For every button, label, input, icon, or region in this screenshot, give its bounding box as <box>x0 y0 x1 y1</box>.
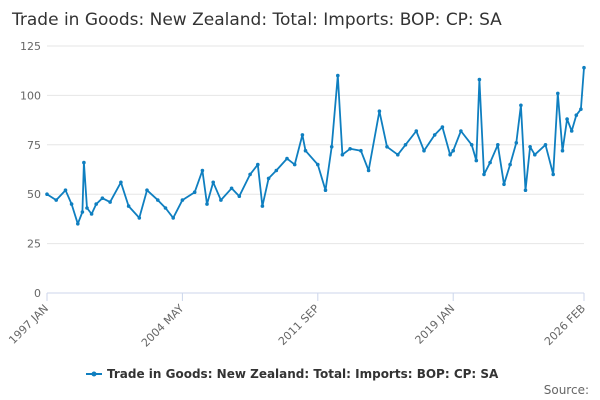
data-point[interactable] <box>432 133 437 137</box>
data-point[interactable] <box>171 216 175 220</box>
y-tick-label: 100 <box>20 89 41 102</box>
data-point[interactable] <box>523 188 528 192</box>
data-point[interactable] <box>54 198 58 202</box>
y-tick-label: 50 <box>27 188 41 201</box>
legend-marker-icon <box>91 371 97 377</box>
data-point[interactable] <box>348 147 352 151</box>
chart-title: Trade in Goods: New Zealand: Total: Impo… <box>11 10 502 30</box>
data-point[interactable] <box>163 206 168 210</box>
data-point[interactable] <box>137 216 142 220</box>
data-point[interactable] <box>303 148 308 153</box>
data-point[interactable] <box>63 188 68 192</box>
source-label[interactable]: Source: <box>544 383 589 397</box>
series-line[interactable] <box>46 67 585 225</box>
legend-label: Trade in Goods: New Zealand: Total: Impo… <box>107 367 499 381</box>
data-point[interactable] <box>533 152 537 157</box>
data-point[interactable] <box>556 91 560 96</box>
data-point[interactable] <box>85 206 89 210</box>
data-point[interactable] <box>502 182 506 187</box>
data-point[interactable] <box>69 202 74 206</box>
data-point[interactable] <box>551 172 555 177</box>
data-point[interactable] <box>100 196 105 200</box>
data-point[interactable] <box>579 107 583 111</box>
data-point[interactable] <box>219 198 223 202</box>
data-point[interactable] <box>211 180 215 185</box>
data-point[interactable] <box>336 73 340 78</box>
data-point[interactable] <box>451 148 456 153</box>
data-point[interactable] <box>145 188 149 192</box>
data-point[interactable] <box>108 200 112 204</box>
data-point[interactable] <box>285 156 289 161</box>
data-point[interactable] <box>205 202 209 206</box>
data-point[interactable] <box>477 77 482 82</box>
data-point[interactable] <box>180 198 185 202</box>
data-point[interactable] <box>366 168 371 173</box>
x-tick-label: 2019 JAN <box>413 302 458 347</box>
data-point[interactable] <box>448 152 452 157</box>
data-point[interactable] <box>192 190 197 194</box>
data-point[interactable] <box>474 158 479 163</box>
y-tick-label: 25 <box>27 238 41 251</box>
data-point[interactable] <box>422 148 426 153</box>
data-point[interactable] <box>574 113 579 117</box>
data-point[interactable] <box>496 143 500 147</box>
data-point[interactable] <box>80 210 85 214</box>
data-point[interactable] <box>94 202 98 206</box>
data-point[interactable] <box>229 186 234 191</box>
series-imports[interactable] <box>45 65 586 226</box>
data-point[interactable] <box>316 162 320 167</box>
data-point[interactable] <box>274 168 279 173</box>
data-point[interactable] <box>329 145 334 149</box>
data-point[interactable] <box>528 145 532 149</box>
data-point[interactable] <box>266 176 271 181</box>
data-point[interactable] <box>323 188 328 192</box>
data-point[interactable] <box>359 148 363 153</box>
gridlines <box>47 45 584 245</box>
x-tick-label: 2026 FEB <box>542 302 588 348</box>
data-point[interactable] <box>156 198 160 202</box>
y-axis-ticks: 0 25 50 75 100 125 <box>20 40 41 300</box>
data-point[interactable] <box>377 109 382 113</box>
data-point[interactable] <box>126 204 131 208</box>
data-point[interactable] <box>414 129 419 133</box>
legend[interactable]: Trade in Goods: New Zealand: Total: Impo… <box>86 367 499 381</box>
data-point[interactable] <box>469 143 474 147</box>
data-point[interactable] <box>385 145 389 149</box>
x-tick-label: 2011 SEP <box>276 302 322 348</box>
data-point[interactable] <box>200 168 205 173</box>
data-point[interactable] <box>514 141 519 145</box>
data-point[interactable] <box>300 133 305 137</box>
data-point[interactable] <box>340 152 345 157</box>
data-point[interactable] <box>569 129 574 133</box>
data-point[interactable] <box>248 172 252 177</box>
data-point[interactable] <box>76 222 80 226</box>
data-point[interactable] <box>519 103 523 108</box>
data-point[interactable] <box>543 143 548 147</box>
data-point[interactable] <box>582 65 586 70</box>
y-tick-label: 125 <box>20 40 41 53</box>
data-point[interactable] <box>440 125 445 129</box>
data-point[interactable] <box>119 180 123 185</box>
data-point[interactable] <box>403 143 408 147</box>
x-tick-label: 2004 MAY <box>139 302 187 350</box>
data-point[interactable] <box>260 204 265 208</box>
x-axis-ticks: 1997 JAN 2004 MAY 2011 SEP 2019 JAN 2026 FEB <box>6 293 588 350</box>
data-point[interactable] <box>508 162 512 167</box>
data-point[interactable] <box>292 162 297 167</box>
data-point[interactable] <box>560 148 565 153</box>
data-point[interactable] <box>255 162 260 167</box>
data-point[interactable] <box>237 194 242 198</box>
data-point[interactable] <box>89 212 94 216</box>
data-point[interactable] <box>459 129 463 133</box>
y-tick-label: 75 <box>27 139 41 152</box>
x-tick-label: 1997 JAN <box>6 302 51 347</box>
data-point[interactable] <box>488 160 492 165</box>
data-point[interactable] <box>45 192 49 196</box>
data-point[interactable] <box>482 172 486 177</box>
data-point[interactable] <box>565 117 569 121</box>
data-point[interactable] <box>82 160 86 165</box>
data-point[interactable] <box>396 152 400 157</box>
y-tick-label: 0 <box>34 287 41 300</box>
